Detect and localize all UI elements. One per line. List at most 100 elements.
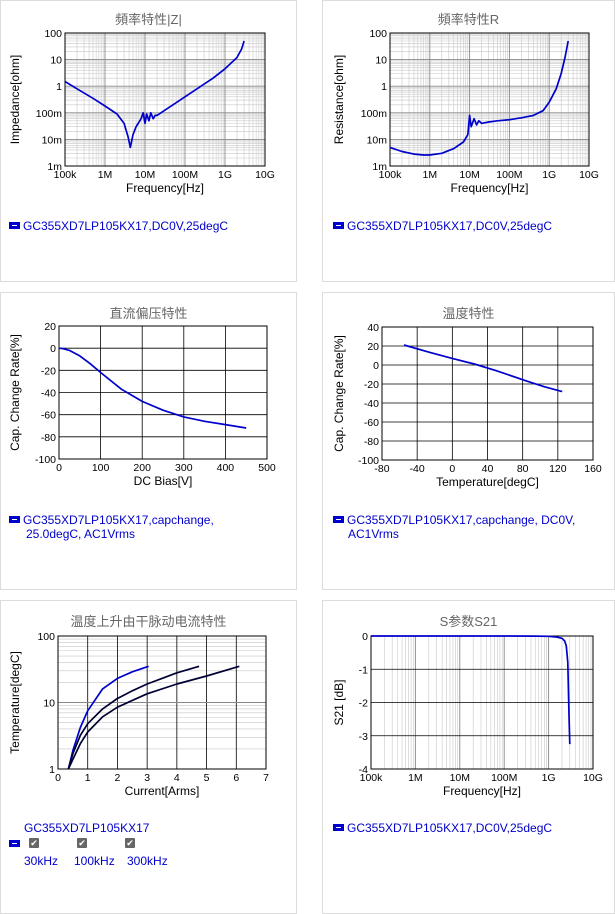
series-line-2 (67, 665, 200, 770)
chart-legend[interactable]: GC355XD7LP105KX17,capchange, 25.0degC, A… (9, 513, 214, 541)
checkbox-300khz[interactable]: ✔ (125, 838, 135, 848)
legend-label: GC355XD7LP105KX17,DC0V,25degC (347, 219, 553, 233)
ripple-current-panel: 温度上升由干脉动电流特性 0 1 2 3 4 5 6 7 1 10 100 Current[Arms]… (0, 600, 297, 914)
y-tick-label: -20 (364, 379, 379, 391)
y-tick-label: 10m (42, 134, 63, 146)
plot-frame (58, 325, 268, 460)
chart-legend[interactable]: GC355XD7LP105KX17,capchange, DC0V, AC1Vr… (333, 513, 575, 541)
legend-label-line1: GC355XD7LP105KX17,capchange, DC0V, (347, 513, 576, 527)
x-tick-label: 2 (115, 772, 121, 784)
y-tick-label: 0 (373, 360, 379, 372)
legend-minus-icon[interactable] (9, 516, 20, 524)
plot-frame (64, 32, 266, 167)
y-axis-label: Cap. Change Rate[%] (332, 335, 346, 452)
y-tick-label: 20 (44, 321, 56, 333)
y-tick-label: -60 (364, 417, 379, 429)
chart-title: 頻率特性R (437, 12, 500, 27)
checkbox-100khz[interactable]: ✔ (77, 838, 87, 848)
y-axis-label: Temperature[degC] (8, 651, 22, 754)
plot-frame (381, 326, 594, 461)
x-tick-label: 100M (496, 169, 522, 181)
y-tick-label: 100 (369, 28, 387, 40)
ripple-current-chart: 0 1 2 3 4 5 6 7110100Current[Arms]Temperature[d… (8, 631, 269, 798)
x-tick-label: 0 (55, 772, 61, 784)
x-tick-label: 7 (263, 772, 269, 784)
x-tick-label: 0 (449, 463, 455, 475)
legend-minus-icon[interactable] (333, 222, 344, 230)
x-tick-label: 10M (459, 169, 479, 181)
y-tick-label: -100 (358, 455, 379, 467)
x-tick-label: 200 (133, 462, 151, 474)
x-tick-label: 400 (217, 462, 235, 474)
x-tick-label: -40 (410, 463, 425, 475)
y-tick-label: 100 (44, 28, 62, 40)
y-tick-label: -1 (359, 664, 368, 676)
chart-title: 頻率特性|Z| (115, 12, 182, 27)
y-tick-label: 100m (361, 108, 388, 120)
y-tick-label: -80 (41, 432, 56, 444)
x-tick-label: 100M (172, 169, 198, 181)
y-tick-label: -60 (41, 410, 56, 422)
x-tick-label: 1G (218, 169, 232, 181)
legend-minus-icon[interactable] (333, 824, 344, 832)
chart-title: 直流偏压特性 (109, 306, 188, 321)
y-tick-label: -2 (359, 698, 368, 710)
chart-legend[interactable]: GC355XD7LP105KX17,DC0V,25degC (9, 219, 228, 233)
temperature-panel: 温度特性 -80 -40 0 40 80 120 160 40 20 0 -20 -40 -60 -80-… (322, 292, 615, 590)
y-axis-label: Impedance[ohm] (8, 55, 22, 144)
legend-label-line2: AC1Vrms (348, 527, 399, 541)
x-tick-label: 10G (583, 772, 603, 784)
x-tick-label: -80 (374, 463, 389, 475)
y-tick-label: 1 (381, 81, 387, 93)
series-label-100khz: 100kHz (74, 854, 115, 868)
y-tick-label: 1m (47, 161, 62, 173)
x-tick-label: 1M (98, 169, 113, 181)
resistance-panel: 頻率特性R 100k 1M 10M 100M 1G 10G 1m 10m 100m 1 10 100 F… (322, 0, 615, 282)
x-tick-label: 40 (482, 463, 494, 475)
chart-legend[interactable]: GC355XD7LP105KX17,DC0V,25degC (333, 219, 552, 233)
chart-title: 温度特性 (442, 306, 495, 321)
y-tick-label: -40 (41, 388, 56, 400)
y-tick-label: -3 (359, 731, 368, 743)
x-tick-label: 80 (517, 463, 529, 475)
y-tick-label: 10 (50, 55, 62, 67)
y-tick-label: -100 (35, 454, 56, 466)
y-tick-label: 10m (367, 134, 388, 146)
x-axis-label: Current[Arms] (125, 784, 200, 798)
x-axis-label: Frequency[Hz] (450, 181, 528, 195)
legend-label: GC355XD7LP105KX17,DC0V,25degC (23, 219, 229, 233)
legend-minus-icon[interactable] (9, 222, 20, 230)
series-line-1 (58, 347, 247, 429)
x-tick-label: 0 (56, 462, 62, 474)
legend-minus-icon[interactable] (333, 516, 344, 524)
x-tick-label: 4 (174, 772, 180, 784)
series-label-300khz: 300kHz (127, 854, 168, 868)
impedance-panel: 頻率特性|Z| 100k 1M 10M 100M 1G 10G 1m 10m 100m 1 10 10… (0, 0, 297, 282)
x-tick-label: 120 (549, 463, 567, 475)
legend-label-line1: GC355XD7LP105KX17,capchange, (23, 513, 214, 527)
x-tick-label: 10M (450, 772, 470, 784)
impedance-chart: 100k 1M 10M 100M 1G 10G 1m 10m 100m 1 10 100 Frequen… (8, 28, 275, 195)
y-tick-label: -40 (364, 398, 379, 410)
chart-legend[interactable]: GC355XD7LP105KX17,DC0V,25degC (333, 821, 552, 835)
x-axis-label: Frequency[Hz] (126, 181, 204, 195)
y-tick-label: 20 (367, 341, 379, 353)
legend-label: GC355XD7LP105KX17,DC0V,25degC (347, 821, 553, 835)
y-tick-label: -20 (41, 365, 56, 377)
x-tick-label: 100k (360, 772, 384, 784)
x-tick-label: 100M (491, 772, 517, 784)
checkbox-30khz[interactable]: ✔ (29, 838, 39, 848)
x-axis-label: Frequency[Hz] (443, 784, 521, 798)
x-tick-label: 100k (54, 169, 78, 181)
x-tick-label: 100k (379, 169, 403, 181)
x-tick-label: 5 (204, 772, 210, 784)
plot-frame (57, 635, 267, 770)
x-tick-label: 300 (175, 462, 193, 474)
legend-minus-icon[interactable] (9, 840, 20, 847)
legend-label: GC355XD7LP105KX17 (24, 821, 150, 835)
x-tick-label: 1 (85, 772, 91, 784)
series-line-1 (389, 40, 570, 156)
y-tick-label: -80 (364, 436, 379, 448)
x-tick-label: 6 (233, 772, 239, 784)
